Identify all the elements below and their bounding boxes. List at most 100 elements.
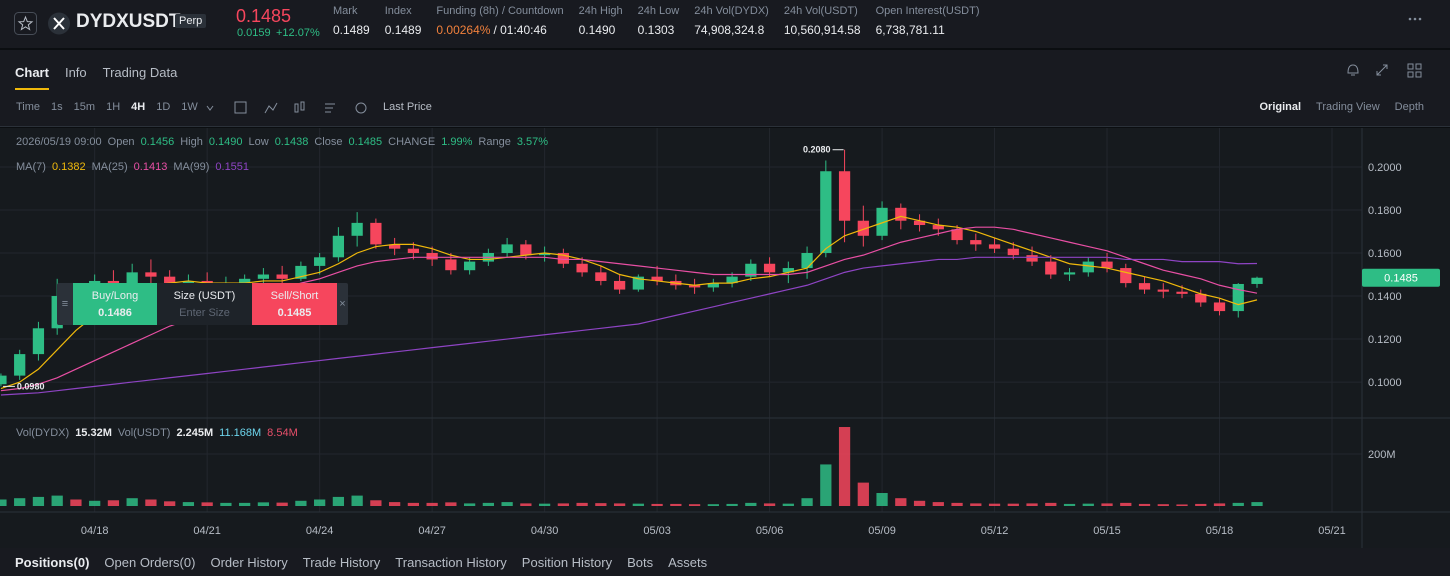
stat-label: Index xyxy=(384,5,412,17)
stat-label: Funding (8h) / Countdown xyxy=(436,5,564,17)
volume-bar xyxy=(89,500,101,506)
ohlc-label: Open xyxy=(107,136,135,148)
tab[interactable]: Chart xyxy=(15,65,49,90)
ohlc-label: CHANGE xyxy=(388,136,436,148)
stat-label: 24h Low xyxy=(637,5,680,17)
candle-body xyxy=(745,263,757,277)
volume-bar xyxy=(613,503,626,506)
tab[interactable]: Info xyxy=(64,65,87,80)
bottom-tab[interactable]: Transaction History xyxy=(395,554,507,570)
volume-bar xyxy=(876,493,888,506)
stat-value: 6,738,781.11 xyxy=(875,23,945,37)
view[interactable]: Depth xyxy=(1394,101,1424,113)
ohlc-value: 0.1456 xyxy=(140,136,175,148)
interval[interactable]: 4H xyxy=(131,101,146,113)
sell-button[interactable]: Sell/Short 0.1485 xyxy=(252,283,337,325)
volume-legend: Vol(DYDX) 15.32M Vol(USDT) 2.245M 11.168M 8.5… xyxy=(16,427,298,439)
tab[interactable]: Trading Data xyxy=(102,65,178,80)
interval[interactable]: 1s xyxy=(51,101,63,113)
buy-button[interactable]: Buy/Long 0.1486 xyxy=(73,283,157,325)
volume-bar xyxy=(970,503,982,506)
volume-bar xyxy=(932,502,944,506)
candle-body xyxy=(14,354,26,376)
bottom-tab[interactable]: Position History xyxy=(521,554,613,570)
stat-label: Mark xyxy=(333,5,358,17)
change: 0.0159 xyxy=(237,27,271,39)
stat-label: 24h High xyxy=(578,5,623,17)
volume-bar xyxy=(407,502,420,506)
stat-value: 74,908,324.8 xyxy=(694,23,765,37)
volume-bar xyxy=(726,503,738,506)
candle-body xyxy=(1007,248,1019,256)
volume-bar xyxy=(838,427,851,506)
bottom-tabs: Positions(0) Open Orders(0) Order History T… xyxy=(0,548,1450,576)
candle-body xyxy=(239,278,251,284)
volume-bar xyxy=(239,502,251,506)
interval[interactable]: 1D xyxy=(156,101,171,113)
volume-bar xyxy=(951,502,963,506)
symbol[interactable]: DYDXUSDT xyxy=(76,11,181,32)
view[interactable]: Original xyxy=(1259,101,1302,113)
stats: Mark 0.1489 Index 0.1489 Funding (8h) / Coun… xyxy=(333,5,980,37)
volume-bar xyxy=(370,500,382,506)
view[interactable]: Trading View xyxy=(1316,101,1380,113)
candle-body xyxy=(707,283,719,288)
ohlc-label: Close xyxy=(314,136,343,148)
tool-icons[interactable] xyxy=(205,101,375,115)
bottom-tab[interactable]: Bots xyxy=(627,554,654,570)
bottom-tab[interactable]: Assets xyxy=(668,554,708,570)
y-tick-label: 0.1000 xyxy=(1368,377,1402,389)
candle-body xyxy=(557,252,569,264)
chart-icons[interactable] xyxy=(1345,62,1425,78)
candle-body xyxy=(857,220,869,236)
x-tick-label: 04/21 xyxy=(193,525,221,537)
candle-body xyxy=(1232,283,1244,312)
volume-bar xyxy=(763,503,776,506)
candle-body xyxy=(782,268,794,273)
bottom-tab[interactable]: Trade History xyxy=(302,554,381,570)
candle-body xyxy=(838,171,851,221)
more-icon[interactable] xyxy=(1408,16,1422,22)
header-icons xyxy=(14,12,70,35)
size-input[interactable]: Size (USDT) Enter Size xyxy=(157,283,252,325)
volume-bar xyxy=(220,502,232,506)
candle-body xyxy=(651,276,663,281)
buy-label: Buy/Long xyxy=(91,289,139,302)
candle-body xyxy=(145,272,157,277)
candle-body xyxy=(763,263,776,273)
candle-body xyxy=(932,225,944,230)
candle-body xyxy=(445,259,457,271)
bottom-tab[interactable]: Positions(0) xyxy=(15,554,90,570)
ma-name: MA(99) xyxy=(173,161,210,173)
volume-bar xyxy=(32,496,45,506)
candle-body xyxy=(164,276,176,288)
candle-body xyxy=(613,280,626,290)
volume-bar xyxy=(538,503,551,506)
candle-body xyxy=(1045,261,1057,275)
candle-body xyxy=(126,272,138,290)
vol-label: Vol(USDT) xyxy=(117,427,171,439)
drag-handle[interactable]: ≡ xyxy=(61,298,69,310)
vol-value: 15.32M xyxy=(75,427,112,439)
volume-bar xyxy=(126,498,138,506)
x-tick-label: 05/06 xyxy=(756,525,784,537)
interval[interactable]: 1W xyxy=(181,101,198,113)
candle-body xyxy=(276,274,288,279)
volume-bar xyxy=(445,502,457,506)
volume-bar xyxy=(389,502,401,506)
candle-date: 2026/05/19 09:00 xyxy=(16,136,102,148)
candle-body xyxy=(1026,255,1038,262)
interval[interactable]: 15m xyxy=(73,101,96,113)
volume-bar xyxy=(314,499,326,506)
bottom-tab[interactable]: Open Orders(0) xyxy=(104,554,196,570)
close-button[interactable]: × xyxy=(339,298,346,310)
ma-value: 0.1413 xyxy=(133,161,168,173)
volume-bar xyxy=(670,503,682,506)
ohlc-value: 0.1485 xyxy=(348,136,383,148)
bottom-tab[interactable]: Order History xyxy=(210,554,288,570)
volume-bar xyxy=(145,499,157,506)
interval[interactable]: 1H xyxy=(106,101,121,113)
candle-body xyxy=(501,244,513,253)
price-type[interactable]: Last Price xyxy=(383,101,432,113)
stat: Open Interest(USDT) 6,738,781.11 xyxy=(876,5,980,37)
